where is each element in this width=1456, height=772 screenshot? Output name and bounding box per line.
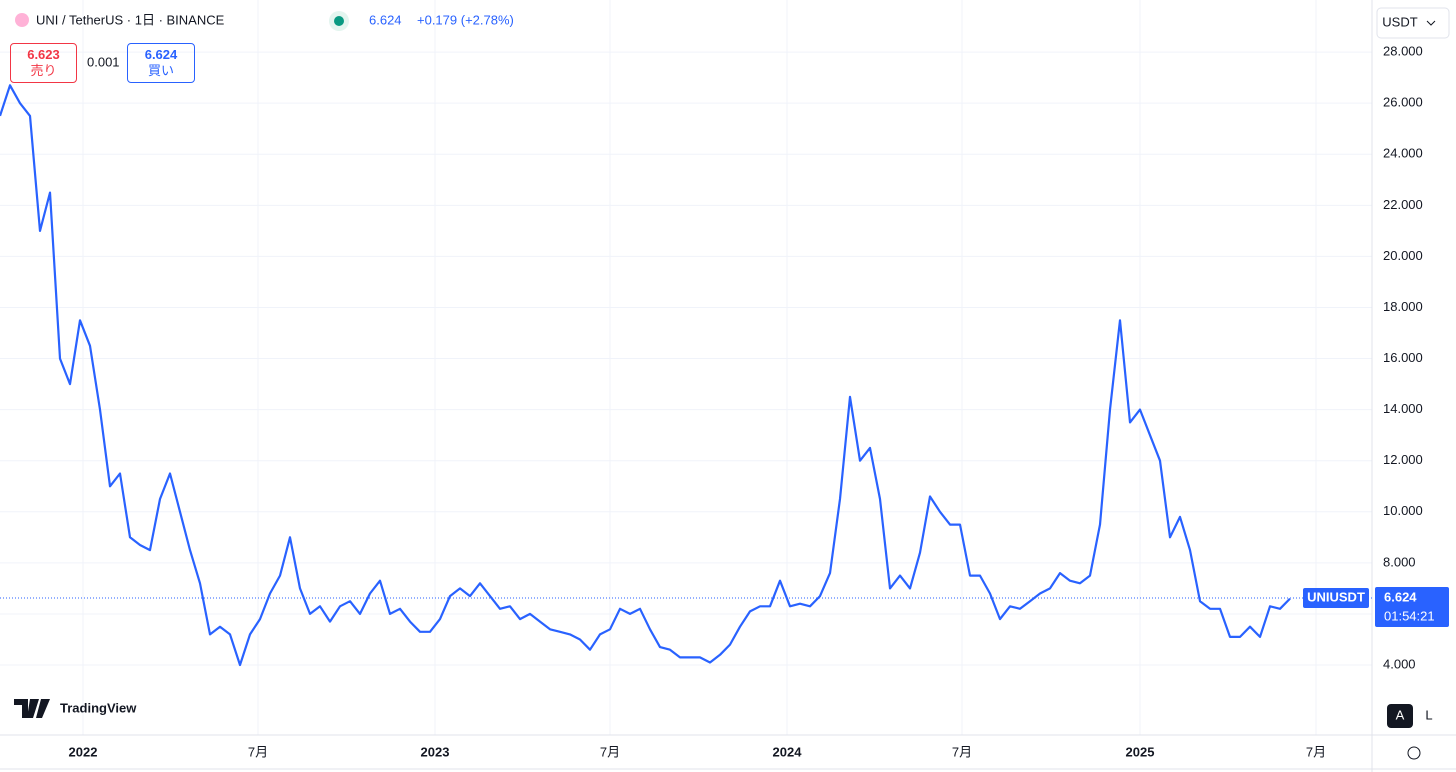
status-dot <box>334 16 344 26</box>
x-tick-label: 2024 <box>773 744 803 759</box>
x-tick-label: 7月 <box>600 744 620 759</box>
price-change: +0.179 (+2.78%) <box>417 12 514 27</box>
y-tick-label: 26.000 <box>1383 95 1423 110</box>
x-tick-label: 7月 <box>952 744 972 759</box>
sell-button[interactable]: 6.623 売り <box>10 43 77 83</box>
caret <box>1426 20 1436 26</box>
grid <box>0 0 1372 735</box>
auto-button[interactable] <box>1387 704 1413 728</box>
y-tick-label: 20.000 <box>1383 248 1423 263</box>
x-tick-label: 2025 <box>1126 744 1155 759</box>
settings-icon[interactable] <box>1407 746 1421 760</box>
series-name: UNIUSDT <box>1307 589 1365 604</box>
price: 6.624 <box>369 12 402 27</box>
y-tick-label: 16.000 <box>1383 350 1423 365</box>
currency-button[interactable] <box>1376 7 1450 39</box>
sell-label: 売り <box>30 63 57 78</box>
countdown: 01:54:21 <box>1384 608 1435 623</box>
y-tick-label: 10.000 <box>1383 503 1423 518</box>
y-tick-label: 18.000 <box>1383 299 1423 314</box>
sell-price: 6.623 <box>27 47 60 62</box>
y-tick-label: 28.000 <box>1383 44 1423 59</box>
x-tick-label: 7月 <box>1306 744 1326 759</box>
x-tick-label: 2022 <box>69 744 98 759</box>
y-tick-label: 22.000 <box>1383 197 1423 212</box>
log-label[interactable]: L <box>1425 707 1432 722</box>
spread: 0.001 <box>87 54 120 69</box>
currency[interactable]: USDT <box>1382 14 1417 29</box>
y-tick-label: 24.000 <box>1383 146 1423 161</box>
tv-logo: TradingView <box>14 699 137 718</box>
auto-label[interactable]: A <box>1396 707 1405 722</box>
y-tick-label: 14.000 <box>1383 401 1423 416</box>
x-tick-label: 2023 <box>421 744 450 759</box>
symbol-logo <box>15 13 29 27</box>
price-tag <box>1375 587 1449 628</box>
y-tick-label: 8.000 <box>1383 554 1416 569</box>
x-tick-label: 7月 <box>248 744 268 759</box>
buy-button[interactable]: 6.624 買い <box>127 43 195 83</box>
symbol-title: UNI / TetherUS · 1日 · BINANCE <box>36 12 225 27</box>
plot <box>0 84 1291 667</box>
price-tag-value: 6.624 <box>1384 589 1417 604</box>
logo-text: TradingView <box>60 700 137 715</box>
y-tick-label: 4.000 <box>1383 656 1416 671</box>
y-tick-label: 12.000 <box>1383 452 1423 467</box>
buy-price: 6.624 <box>144 47 178 62</box>
price-line <box>0 84 1291 667</box>
buy-label: 買い <box>147 63 174 78</box>
series-tag <box>1303 588 1369 609</box>
